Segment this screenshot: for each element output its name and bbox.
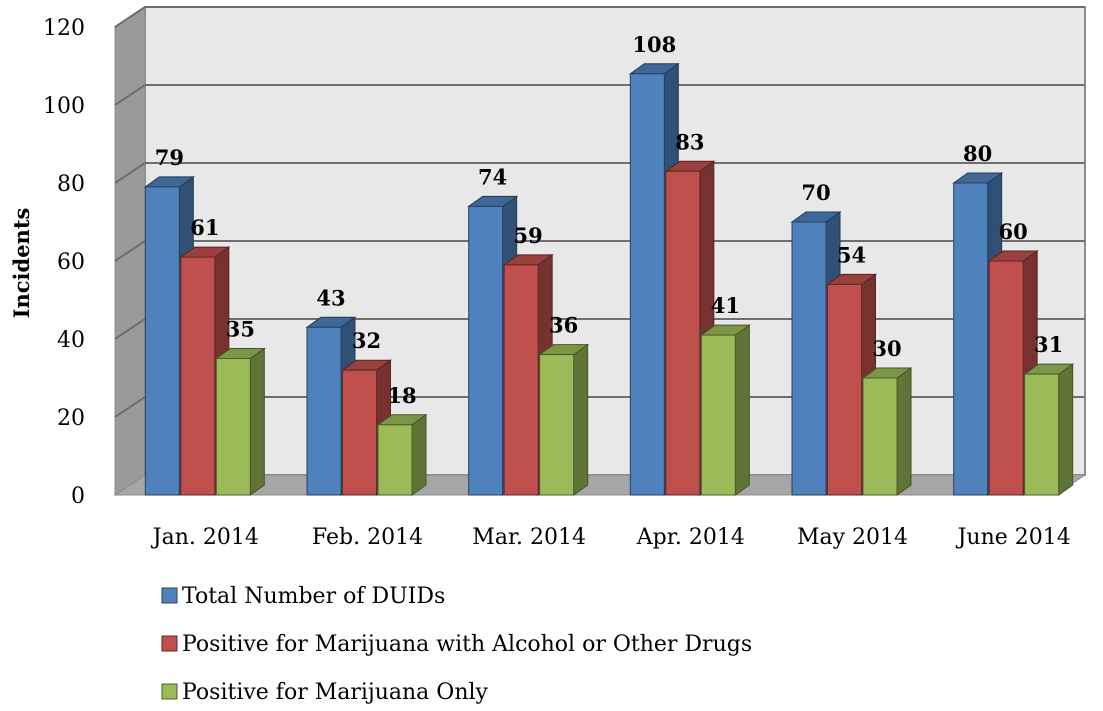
bar-front xyxy=(988,260,1024,496)
y-tick-label: 80 xyxy=(57,172,85,197)
y-tick-label: 20 xyxy=(57,406,85,431)
bar-front xyxy=(665,170,701,496)
data-label: 43 xyxy=(316,285,345,310)
bar xyxy=(376,413,428,496)
y-axis-title: Incidents xyxy=(9,208,34,319)
legend-swatch xyxy=(161,587,178,604)
data-label: 61 xyxy=(190,215,219,240)
bar-front xyxy=(827,283,862,496)
bar-front xyxy=(503,264,539,496)
bar-front xyxy=(215,358,251,496)
bar-front xyxy=(180,256,216,496)
legend-label: Positive for Marijuana with Alcohol or O… xyxy=(182,632,752,657)
bar-side xyxy=(896,367,912,496)
bar-front xyxy=(862,377,898,496)
bar-side xyxy=(1058,363,1074,496)
legend-swatch xyxy=(161,683,178,700)
x-tick-label: June 2014 xyxy=(956,525,1071,550)
bar-front xyxy=(377,424,413,496)
gridline-side xyxy=(114,240,146,262)
bar-front xyxy=(791,221,827,496)
data-label: 108 xyxy=(632,32,676,57)
data-label: 41 xyxy=(711,293,740,318)
x-tick-label: Mar. 2014 xyxy=(472,525,586,550)
bar-front xyxy=(144,186,180,496)
bar-front xyxy=(306,326,342,496)
legend: Total Number of DUIDs Positive for Mariju… xyxy=(161,584,752,705)
bar-front xyxy=(1024,373,1060,496)
data-labels: 79 61 35 43 32 18 74 59 36 108 83 41 70 54 30 80 60 31 xyxy=(155,32,1064,408)
x-tick-label: Feb. 2014 xyxy=(312,525,423,550)
bar xyxy=(699,324,751,496)
bar xyxy=(1023,363,1075,496)
bar-side xyxy=(249,347,265,496)
bar-front xyxy=(468,205,504,496)
legend-label: Total Number of DUIDs xyxy=(182,584,445,609)
data-label: 59 xyxy=(514,223,543,248)
gridline-side xyxy=(114,318,146,340)
x-axis-categories: Jan. 2014 Feb. 2014 Mar. 2014 Apr. 2014 May … xyxy=(151,525,1071,550)
y-tick-label: 120 xyxy=(43,16,85,41)
data-label: 32 xyxy=(352,328,381,353)
y-tick-label: 100 xyxy=(43,94,85,119)
bar xyxy=(538,343,590,496)
bar-side xyxy=(411,413,427,496)
gridline-side xyxy=(114,84,146,106)
data-label: 18 xyxy=(387,383,416,408)
bar-front xyxy=(342,369,377,496)
y-tick-label: 0 xyxy=(71,484,85,509)
y-tick-label: 60 xyxy=(57,250,85,275)
legend-swatch xyxy=(161,635,178,652)
bar-side xyxy=(573,343,589,496)
data-label: 74 xyxy=(478,164,507,189)
bar-front xyxy=(629,73,665,496)
bar-side xyxy=(734,324,750,496)
gridline-side xyxy=(114,6,146,28)
data-label: 83 xyxy=(675,129,704,154)
x-tick-label: Jan. 2014 xyxy=(151,525,259,550)
bar xyxy=(861,367,913,496)
legend-label: Positive for Marijuana Only xyxy=(182,680,489,705)
data-label: 70 xyxy=(801,180,830,205)
data-label: 79 xyxy=(155,145,184,170)
x-tick-label: May 2014 xyxy=(797,525,908,550)
bar-front xyxy=(953,182,989,496)
gridlines xyxy=(114,6,1085,418)
bar-front xyxy=(700,334,736,496)
x-tick-label: Apr. 2014 xyxy=(636,525,745,550)
data-label: 80 xyxy=(963,141,992,166)
gridline-side xyxy=(114,396,146,418)
y-axis-ticks: 0 20 40 60 80 100 120 xyxy=(43,16,85,509)
bar-front xyxy=(539,354,575,496)
data-label: 31 xyxy=(1034,332,1063,357)
data-label: 35 xyxy=(226,317,255,342)
bars xyxy=(143,62,1075,496)
data-label: 30 xyxy=(872,336,901,361)
data-label: 60 xyxy=(999,219,1028,244)
bar xyxy=(214,347,266,496)
bar xyxy=(664,160,716,496)
data-label: 54 xyxy=(837,242,866,267)
gridline-side xyxy=(114,162,146,184)
data-label: 36 xyxy=(549,313,578,338)
y-tick-label: 40 xyxy=(57,328,85,353)
